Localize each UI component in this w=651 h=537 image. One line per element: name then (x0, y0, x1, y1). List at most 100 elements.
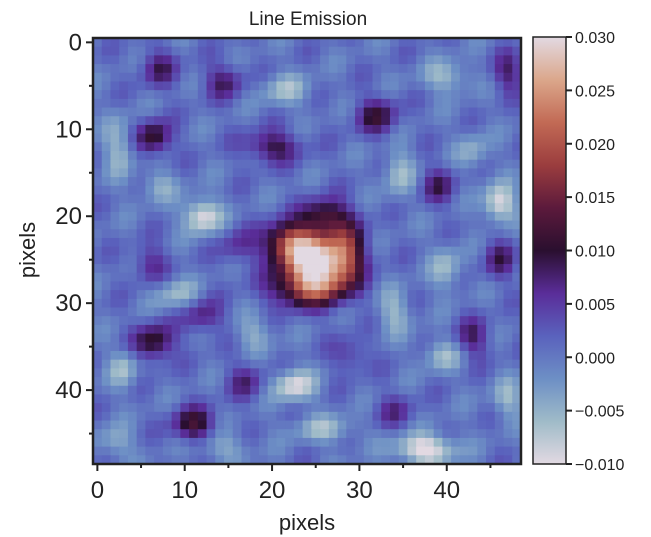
heatmap-cell (442, 264, 452, 274)
heatmap-cell (355, 394, 365, 404)
heatmap-cell (206, 142, 216, 152)
heatmap-cell (136, 151, 146, 161)
heatmap-cell (346, 281, 356, 291)
heatmap-cell (101, 229, 112, 239)
heatmap-cell (328, 168, 339, 178)
heatmap-cell (311, 307, 321, 317)
heatmap-cell (127, 98, 138, 109)
heatmap-cell (486, 116, 496, 126)
heatmap-cell (206, 194, 216, 204)
heatmap-cell (398, 168, 409, 178)
heatmap-cell (372, 368, 382, 378)
heatmap-cell (267, 220, 278, 230)
heatmap-cell (320, 385, 330, 396)
heatmap-cell (267, 177, 278, 187)
heatmap-cell (276, 220, 286, 230)
heatmap-cell (127, 211, 138, 222)
heatmap-cell (180, 151, 190, 161)
heatmap-cell (494, 264, 505, 274)
heatmap-cell (110, 177, 120, 187)
heatmap-cell (372, 220, 382, 230)
heatmap-cell (486, 177, 496, 187)
heatmap-cell (250, 168, 260, 178)
heatmap-cell (381, 229, 391, 239)
heatmap-cell (512, 298, 522, 309)
heatmap-cell (389, 151, 400, 161)
heatmap-cell (494, 368, 505, 378)
heatmap-cell (206, 394, 216, 404)
heatmap-cell (145, 124, 155, 135)
heatmap-cell (346, 272, 356, 283)
heatmap-cell (451, 46, 461, 56)
heatmap-cell (110, 255, 120, 265)
heatmap-cell (486, 185, 496, 196)
heatmap-cell (459, 359, 470, 369)
heatmap-cell (250, 90, 260, 100)
heatmap-cell (145, 38, 155, 48)
heatmap-cell (206, 185, 216, 196)
heatmap-cell (424, 168, 435, 178)
heatmap-cell (416, 429, 426, 439)
heatmap-cell (197, 437, 208, 448)
heatmap-cell (154, 142, 164, 152)
heatmap-cell (477, 272, 487, 283)
heatmap-cell (416, 307, 426, 317)
heatmap-cell (451, 446, 461, 456)
heatmap-cell (101, 342, 112, 352)
heatmap-cell (250, 298, 260, 309)
heatmap-cell (189, 420, 199, 430)
heatmap-cell (197, 211, 208, 222)
heatmap-cell (276, 290, 286, 300)
heatmap-cell (311, 420, 321, 430)
heatmap-cell (381, 298, 391, 309)
heatmap-cell (477, 446, 487, 456)
heatmap-cell (101, 46, 112, 56)
heatmap-cell (346, 211, 356, 222)
heatmap-cell (224, 437, 234, 448)
heatmap-cell (337, 281, 347, 291)
heatmap-cell (232, 211, 243, 222)
heatmap-cell (162, 211, 173, 222)
heatmap-cell (337, 211, 347, 222)
heatmap-cell (451, 246, 461, 256)
heatmap-cell (93, 64, 103, 74)
heatmap-cell (206, 298, 216, 309)
heatmap-cell (398, 237, 409, 248)
heatmap-cell (477, 359, 487, 369)
heatmap-cell (241, 246, 251, 256)
heatmap-cell (136, 272, 146, 283)
heatmap-cell (477, 377, 487, 387)
heatmap-cell (197, 55, 208, 65)
heatmap-cell (328, 324, 339, 335)
heatmap-cell (232, 342, 243, 352)
heatmap-cell (285, 133, 295, 143)
y-tick-label: 0 (69, 29, 82, 56)
heatmap-cell (197, 64, 208, 74)
heatmap-cell (451, 403, 461, 413)
heatmap-cell (145, 246, 155, 256)
heatmap-cell (171, 394, 181, 404)
heatmap-cell (503, 72, 513, 83)
heatmap-cell (276, 90, 286, 100)
heatmap-cell (215, 107, 225, 117)
heatmap-cell (180, 403, 190, 413)
heatmap-cell (241, 220, 251, 230)
heatmap-cell (258, 316, 269, 326)
heatmap-cell (119, 420, 129, 430)
heatmap-cell (407, 420, 417, 430)
heatmap-cell (276, 281, 286, 291)
heatmap-cell (433, 290, 443, 300)
heatmap-cell (381, 38, 391, 48)
heatmap-cell (250, 446, 260, 456)
heatmap-cell (477, 437, 487, 448)
heatmap-cell (232, 237, 243, 248)
heatmap-cell (189, 159, 199, 169)
heatmap-cell (433, 237, 443, 248)
heatmap-cell (346, 377, 356, 387)
heatmap-cell (119, 333, 129, 343)
heatmap-cell (355, 403, 365, 413)
heatmap-cell (215, 411, 225, 422)
heatmap-cell (250, 264, 260, 274)
heatmap-cell (285, 403, 295, 413)
heatmap-cell (311, 98, 321, 109)
